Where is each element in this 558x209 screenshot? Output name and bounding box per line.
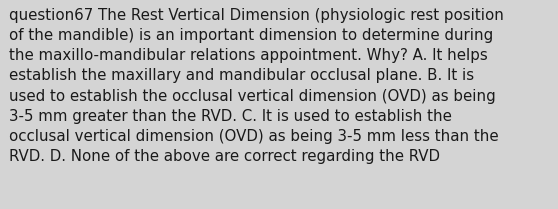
Text: question67 The Rest Vertical Dimension (physiologic rest position
of the mandibl: question67 The Rest Vertical Dimension (… [9,8,504,164]
